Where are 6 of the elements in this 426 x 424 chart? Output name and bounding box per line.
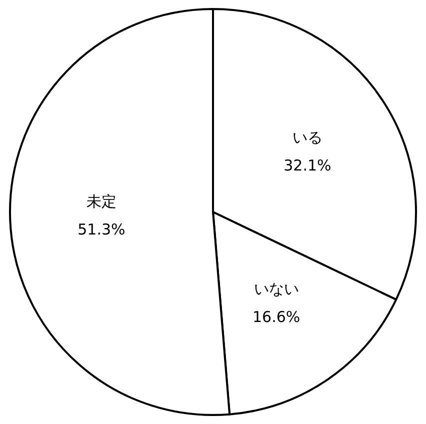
data-label: 51.3%: [78, 220, 126, 238]
slice-label: 未定: [86, 192, 116, 210]
data-label: 16.6%: [252, 308, 300, 326]
slice-label: いない: [254, 280, 299, 298]
data-label: 32.1%: [284, 156, 332, 174]
slice-label: いる: [292, 128, 322, 146]
